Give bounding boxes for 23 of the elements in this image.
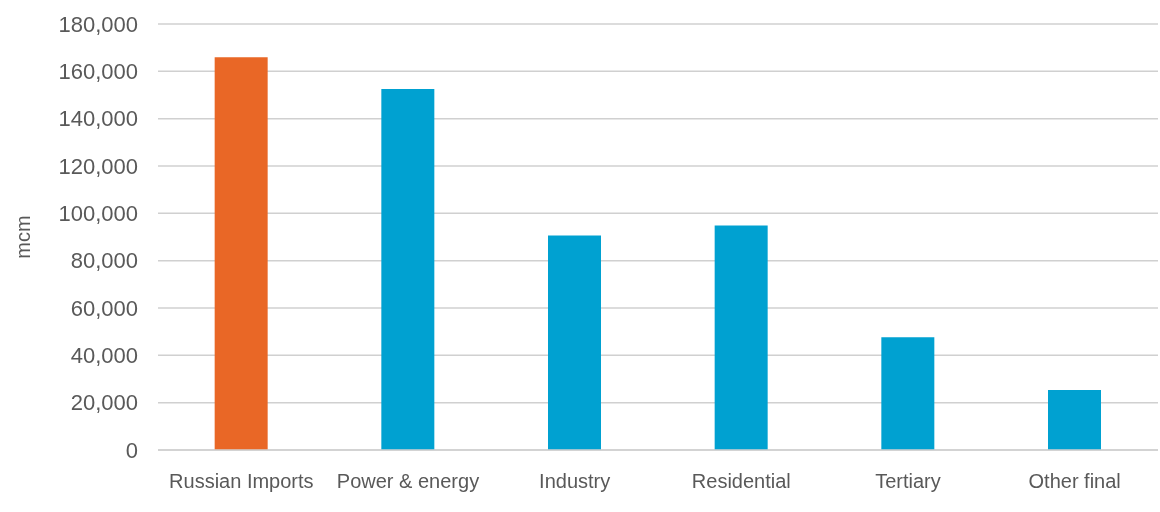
y-tick-label: 0 — [125, 437, 138, 463]
x-tick-label: Power & energy — [336, 470, 480, 493]
y-tick-label: 60,000 — [70, 295, 138, 321]
y-tick-label: 140,000 — [58, 106, 138, 132]
y-tick-label: 160,000 — [58, 59, 138, 85]
bar — [714, 225, 768, 450]
y-tick-label: 100,000 — [58, 201, 138, 227]
bar — [1048, 390, 1101, 450]
y-axis-title: mcm — [12, 215, 35, 259]
y-tick-label: 120,000 — [58, 153, 138, 179]
y-tick-label: 80,000 — [70, 248, 138, 274]
x-tick-label: Other final — [1028, 470, 1121, 493]
y-tick-label: 180,000 — [58, 11, 138, 37]
x-tick-label: Industry — [539, 470, 611, 493]
x-tick-label: Residential — [691, 470, 791, 493]
bar — [881, 337, 935, 450]
bar — [548, 235, 601, 450]
y-tick-label: 20,000 — [70, 390, 138, 416]
y-tick-label: 40,000 — [70, 343, 138, 369]
x-tick-label: Tertiary — [875, 470, 941, 493]
bar — [381, 89, 435, 450]
bar — [214, 57, 268, 450]
x-tick-label: Russian Imports — [169, 470, 314, 493]
